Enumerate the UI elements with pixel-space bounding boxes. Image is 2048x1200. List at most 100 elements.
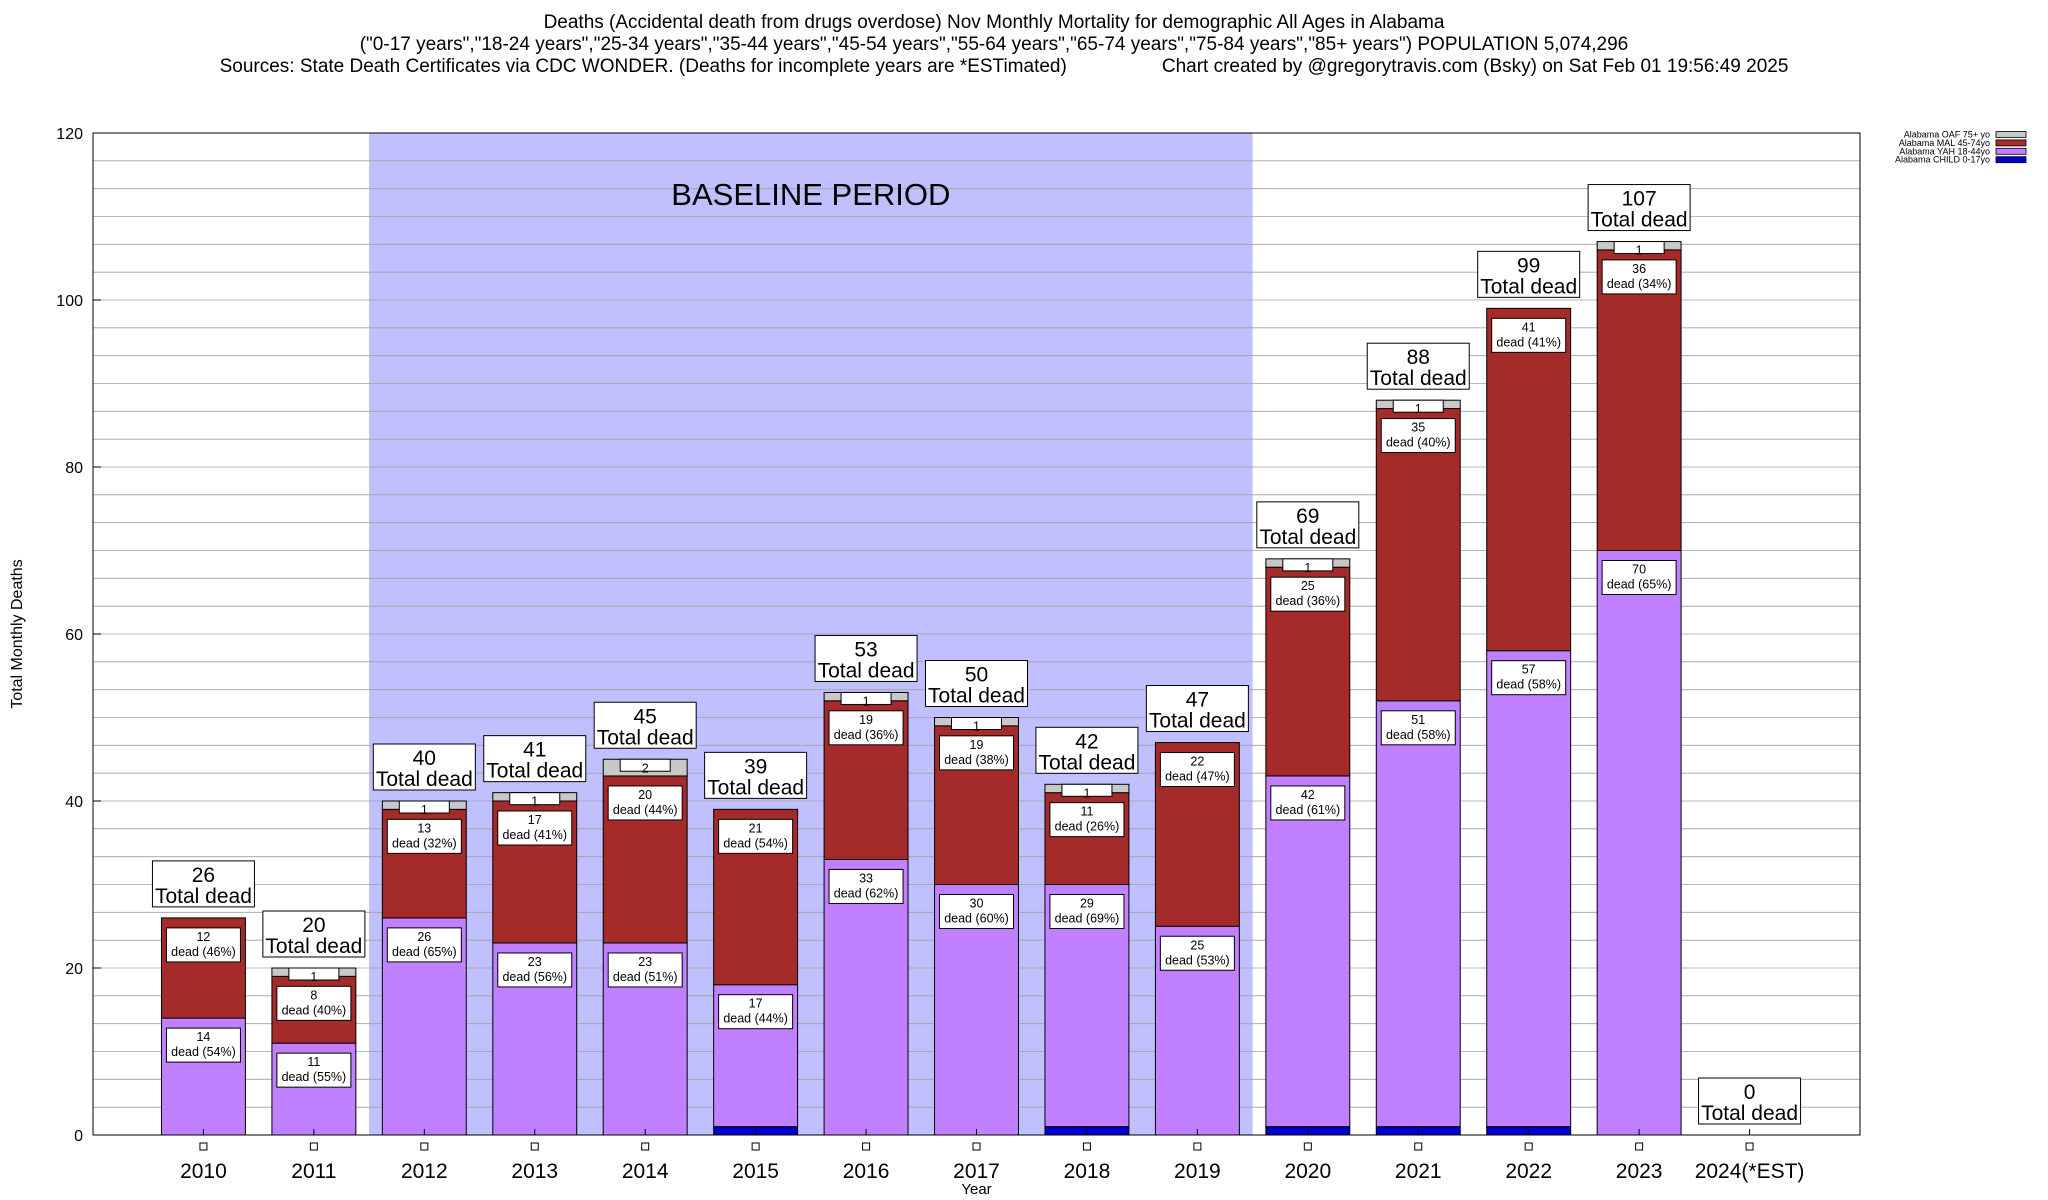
legend-swatch [1995, 139, 2027, 147]
data-label-text: 51 [1411, 713, 1425, 727]
data-label-box [840, 691, 892, 705]
data-label-text: dead (60%) [944, 912, 1009, 926]
total-label-box [1145, 685, 1249, 733]
data-label-text: dead (26%) [1055, 820, 1120, 834]
data-label-text: 26 [417, 930, 431, 944]
bar-segment [1596, 550, 1682, 1136]
data-label-text: 23 [638, 955, 652, 969]
x-marker [420, 1142, 429, 1151]
data-label-text: 14 [196, 1030, 210, 1044]
legend-label: Alabama OAF 75+ yo [1904, 130, 1990, 140]
data-label-box [165, 1027, 241, 1063]
data-label-box [1392, 399, 1444, 413]
total-label-value: 50 [965, 664, 988, 687]
total-label-box [1256, 501, 1360, 549]
x-tick-label: 2011 [291, 1160, 336, 1183]
data-label-box [939, 894, 1014, 929]
total-label-value: 26 [192, 864, 215, 887]
title-line-1: Deaths (Accidental death from drugs over… [543, 12, 1445, 33]
data-label-box [1049, 802, 1125, 838]
data-label-box [619, 758, 671, 772]
data-label-box [509, 792, 561, 806]
x-marker [1303, 1142, 1312, 1151]
bar-segment [1375, 408, 1461, 702]
data-label-box [1270, 785, 1346, 821]
data-label-text: dead (38%) [944, 753, 1009, 767]
y-tick-label: 0 [74, 1128, 83, 1145]
segment-label: 1 [951, 717, 1002, 734]
total-label-box [1035, 726, 1139, 774]
data-label-text: 30 [970, 897, 984, 911]
data-label-box [165, 927, 241, 963]
data-label-text: dead (54%) [171, 1045, 236, 1059]
data-label-box [607, 785, 683, 821]
data-label-text: 1 [973, 720, 980, 734]
data-label-text: dead (36%) [834, 728, 899, 742]
data-label-text: 8 [310, 988, 317, 1002]
data-label-text: 1 [421, 803, 428, 817]
total-label-text: Total dead [486, 760, 583, 783]
total-label-box [704, 751, 808, 799]
total-label-box [593, 701, 697, 749]
data-label-box [718, 994, 794, 1030]
data-label-text: dead (58%) [1496, 678, 1561, 692]
data-label-text: dead (65%) [1607, 578, 1672, 592]
total-label-box [1366, 342, 1470, 390]
data-label-text: 17 [749, 997, 763, 1011]
total-label-value: 40 [413, 747, 436, 770]
data-label-text: 36 [1632, 262, 1646, 276]
data-label-text: dead (53%) [1165, 953, 1230, 967]
data-label-text: dead (36%) [1276, 594, 1341, 608]
total-label-text: Total dead [707, 776, 804, 799]
data-label-text: dead (47%) [1165, 770, 1230, 784]
x-tick-label: 2019 [1174, 1160, 1221, 1183]
data-label-box [607, 952, 683, 988]
data-label-text: 19 [970, 738, 984, 752]
bar-segment [1486, 307, 1572, 652]
data-label-text: 1 [863, 694, 870, 708]
total-label-box [925, 660, 1028, 707]
data-label-text: 1 [1636, 244, 1643, 258]
data-label-text: dead (58%) [1386, 728, 1451, 742]
data-label-box [398, 800, 450, 814]
data-label-text: 12 [196, 930, 210, 944]
data-label-text: 70 [1632, 563, 1646, 577]
x-tick-label: 2016 [843, 1160, 890, 1183]
total-label-text: Total dead [1480, 275, 1577, 298]
data-label-box [497, 810, 573, 846]
data-label-text: dead (61%) [1276, 803, 1341, 817]
total-label-value: 39 [744, 755, 767, 778]
title-line-3: Sources: State Death Certificates via CD… [0, 56, 2048, 78]
x-tick-label: 2022 [1505, 1160, 1552, 1183]
data-label-box [1613, 241, 1665, 255]
data-label-text: dead (41%) [1496, 335, 1561, 349]
total-label-value: 20 [302, 914, 325, 937]
x-marker [1635, 1142, 1644, 1151]
data-label-text: 21 [749, 821, 763, 835]
chart-title: Deaths (Accidental death from drugs over… [0, 12, 2048, 78]
x-marker [1414, 1142, 1423, 1151]
x-marker [1524, 1142, 1533, 1151]
y-tick-label: 100 [56, 293, 83, 310]
x-marker [1745, 1142, 1754, 1151]
data-label-text: 57 [1522, 663, 1536, 677]
data-label-box [1270, 576, 1346, 612]
data-label-text: dead (65%) [392, 945, 457, 959]
